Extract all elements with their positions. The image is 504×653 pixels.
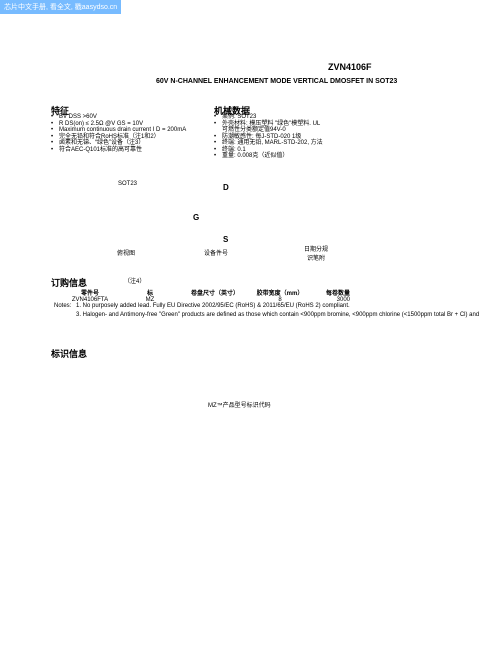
table-header: 卷盘尺寸（英寸）	[180, 288, 250, 297]
header-bar: 芯片中文手册, 看全文, 戳aasydso.cn	[0, 0, 121, 14]
features-list: •BV DSS >60V •R DS(on) ≤ 2.5Ω @V GS = 10…	[51, 114, 186, 153]
order-table: 零件号 标 卷盘尺寸（英寸） 胶带宽度（mm） 每卷数量 ZVN4106FTA …	[60, 288, 350, 303]
notes-label: Notes:	[54, 303, 71, 309]
feature-item: BV DSS >60V	[59, 114, 97, 120]
table-header: 每卷数量	[310, 288, 350, 297]
mechdata-item: 重量: 0.008克（近似值）	[222, 153, 288, 159]
mechdata-item: 可燃性分类额定值94V-0	[222, 127, 286, 133]
feature-item: Maximum continuous drain current I D = 2…	[59, 127, 186, 133]
page-title: 60V N-CHANNEL ENHANCEMENT MODE VERTICAL …	[156, 78, 397, 85]
table-header: 零件号	[60, 288, 120, 297]
mechdata-item: 外壳材料: 模压塑料 "绿色"模塑料. UL	[222, 121, 320, 127]
terminal-g-label: G	[193, 213, 199, 222]
part-number: ZVN4106F	[328, 62, 372, 72]
device-number-label: 设备件号	[204, 248, 228, 257]
feature-item: 符合AEC-Q101标准的高可靠性	[59, 147, 142, 153]
terminal-d-label: D	[223, 183, 229, 192]
feature-item: R DS(on) ≤ 2.5Ω @V GS = 10V	[59, 121, 143, 127]
table-header: 标	[120, 288, 180, 297]
bottom-view-label: 俯视图	[117, 248, 135, 257]
note-14: （注4）	[124, 276, 145, 285]
terminal-s-label: S	[223, 235, 228, 244]
mechdata-item: 案例: SOT23	[222, 114, 256, 120]
note-3: 3. Halogen- and Antimony-free "Green" pr…	[76, 312, 479, 318]
mechdata-item: 防潮敏感性: 每J-STD-020 1级	[222, 134, 301, 140]
mechdata-item: 终端: 通用无铅, MARL-STD-202, 方法	[222, 140, 323, 146]
table-header: 胶带宽度（mm）	[250, 288, 310, 297]
feature-item: 卤素和无锑、“绿色”设备（注3）	[59, 140, 144, 146]
marking-heading: 标识信息	[51, 347, 87, 360]
marking-note: MZ™产品型号标识代码	[208, 400, 271, 409]
mechdata-list: •案例: SOT23 •外壳材料: 模压塑料 "绿色"模塑料. UL 可燃性分类…	[214, 114, 323, 160]
sot23-label: SOT23	[118, 181, 137, 187]
mechdata-item: 终端: 0.1	[222, 147, 246, 153]
note-1: 1. No purposely added lead. Fully EU Dir…	[76, 303, 350, 309]
feature-item: 完全无铅和符合RoHS标准（注1和2）	[59, 134, 160, 140]
date-code-label: 日期分规 识笔附	[304, 244, 328, 262]
